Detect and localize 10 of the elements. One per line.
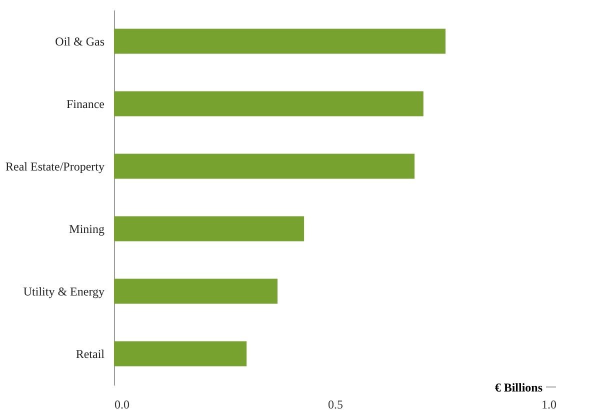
y-tick-label: Real Estate/Property bbox=[6, 159, 104, 174]
y-tick-label: Finance bbox=[66, 96, 104, 111]
x-tick-label: 0.5 bbox=[328, 398, 343, 410]
y-tick-label: Retail bbox=[76, 346, 106, 361]
y-tick-label: Oil & Gas bbox=[55, 34, 105, 48]
x-axis-title: € Billions bbox=[494, 380, 543, 394]
y-tick-label: Mining bbox=[69, 222, 104, 236]
x-tick-label: 1.0 bbox=[542, 398, 556, 410]
x-tick-label: 0.0 bbox=[114, 398, 130, 410]
y-tick-label: Utility & Energy bbox=[23, 284, 104, 298]
